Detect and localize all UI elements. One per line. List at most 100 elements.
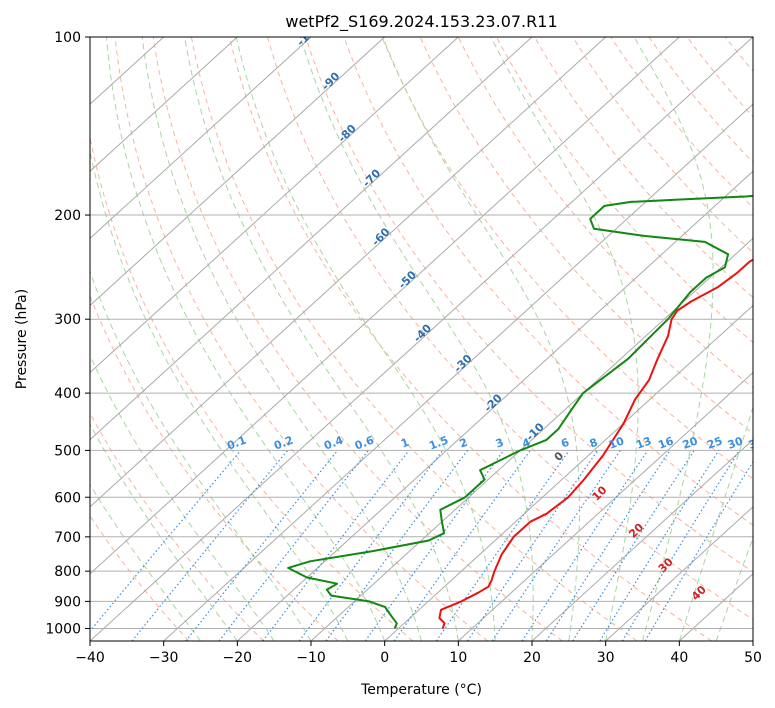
mixing-ratio-label: 4 <box>520 436 532 451</box>
mixing-ratio-line <box>435 450 570 641</box>
mixing-ratio-label: 36 <box>747 434 766 452</box>
isotherm-line <box>90 37 459 374</box>
isotherm-line <box>90 37 533 441</box>
isotherm-line <box>310 237 753 641</box>
x-tick-label: 30 <box>597 650 615 666</box>
isotherm-line <box>457 371 753 641</box>
mixing-ratio-label: 0.4 <box>322 434 345 453</box>
moist-adiabat-line <box>490 37 639 641</box>
x-tick-label: −40 <box>75 650 105 666</box>
dry-adiabat-line <box>305 37 753 573</box>
x-tick-label: 0 <box>380 650 389 666</box>
isotherm-label: -80 <box>336 122 359 145</box>
isotherm-label: -50 <box>396 268 419 291</box>
dry-adiabat-line <box>381 37 753 480</box>
mixing-ratio-line <box>466 450 599 641</box>
y-tick-label: 500 <box>54 443 81 459</box>
dry-adiabat-line <box>229 37 712 641</box>
isotherm-line <box>90 37 238 172</box>
profile-layer <box>287 194 753 629</box>
mixing-ratio-line <box>621 450 740 641</box>
y-tick-label: 200 <box>54 208 81 224</box>
mixing-ratio-label: 6 <box>559 436 571 451</box>
mixing-ratio-line <box>644 460 753 641</box>
mixing-ratio-label: 30 <box>726 434 745 452</box>
dry-adiabat-line <box>90 294 339 641</box>
dry-adiabat-line <box>610 37 753 209</box>
isotherm-label: -30 <box>451 352 474 375</box>
moist-adiabat-line <box>633 37 714 641</box>
wet-bulb-label: 10 <box>590 483 610 503</box>
y-tick-label: 300 <box>54 312 81 328</box>
isotherm-line <box>531 438 753 641</box>
isotherm-line <box>605 506 753 641</box>
moist-adiabat-line <box>300 37 534 641</box>
mixing-ratio-label: 1 <box>399 436 411 451</box>
moist-adiabat-line <box>715 536 753 641</box>
dry-adiabat-line <box>419 37 753 434</box>
dry-adiabat-line <box>534 37 753 299</box>
mixing-ratio-line <box>393 450 531 641</box>
y-tick-label: 1000 <box>45 621 81 637</box>
moist-adiabat-line <box>678 405 753 641</box>
x-tick-label: −30 <box>149 650 179 666</box>
y-tick-label: 700 <box>54 530 81 546</box>
mixing-ratio-line <box>364 450 505 641</box>
dry-adiabat-line <box>152 37 563 641</box>
x-tick-label: 10 <box>449 650 467 666</box>
x-tick-label: −10 <box>296 650 326 666</box>
y-tick-label: 600 <box>54 490 81 506</box>
isotherm-line <box>90 37 680 575</box>
y-tick-label: 800 <box>54 564 81 580</box>
mixing-ratio-line <box>218 450 369 641</box>
mixing-ratio-label: 3 <box>494 436 506 451</box>
x-tick-label: −20 <box>223 650 253 666</box>
moist-adiabat-line <box>90 270 312 641</box>
mixing-ratio-line <box>491 450 621 641</box>
dewpoint-profile-line <box>287 194 753 629</box>
moist-adiabat-line <box>90 354 275 641</box>
moist-adiabat-line <box>106 37 386 641</box>
mixing-ratio-label: 8 <box>588 436 600 451</box>
isotherm-label: -20 <box>482 391 505 414</box>
mixing-ratio-label: 1.5 <box>427 434 450 453</box>
mixing-ratio-line <box>545 450 671 641</box>
x-axis-label: Temperature (°C) <box>360 682 482 698</box>
dry-adiabat-line <box>686 37 753 118</box>
dry-adiabat-line <box>90 514 190 641</box>
y-tick-label: 400 <box>54 386 81 402</box>
isotherm-label: -70 <box>360 166 383 189</box>
line-labels-layer: 0.1 0.2 0.4 0.6 1 1.5 2 3 4 6 8 10 13 16 20 25 30 36-100-… <box>225 37 766 603</box>
y-tick-label: 100 <box>54 30 81 46</box>
dry-adiabat-line <box>90 412 264 641</box>
isotherm-line <box>236 170 753 641</box>
mixing-ratio-line <box>131 450 289 641</box>
dry-adiabat-line <box>495 37 753 344</box>
y-tick-label: 900 <box>54 594 81 610</box>
dry-adiabat-line <box>114 37 488 641</box>
axes-layer: −40 −30 −20 −10 0 10 20 30 40 5010020030040050060… <box>45 30 762 666</box>
isotherm-line <box>384 304 753 641</box>
isotherm-label: -90 <box>319 69 342 92</box>
wet-bulb-label: 30 <box>656 555 676 575</box>
mixing-ratio-line <box>298 450 444 641</box>
isotherm-line <box>752 640 753 641</box>
background-lines-layer <box>90 37 753 641</box>
mixing-ratio-label: 16 <box>656 434 675 452</box>
dry-adiabat-line <box>267 37 753 621</box>
temperature-profile-line <box>438 258 753 629</box>
moist-adiabat-line <box>382 37 581 641</box>
x-tick-label: 40 <box>670 650 688 666</box>
mixing-ratio-line <box>185 450 339 641</box>
dry-adiabat-line <box>572 37 753 254</box>
mixing-ratio-label: 0.1 <box>225 434 248 453</box>
chart-title: wetPf2_S169.2024.153.23.07.R11 <box>285 12 557 32</box>
mixing-ratio-label: 2 <box>458 436 470 451</box>
dry-adiabat-line <box>648 37 753 164</box>
mixing-ratio-line <box>572 450 695 641</box>
isotherm-line <box>90 37 607 508</box>
moist-adiabat-line <box>90 423 238 641</box>
moist-adiabat-line <box>235 37 496 641</box>
isotherm-line <box>90 37 753 641</box>
plot-frame <box>89 36 754 642</box>
